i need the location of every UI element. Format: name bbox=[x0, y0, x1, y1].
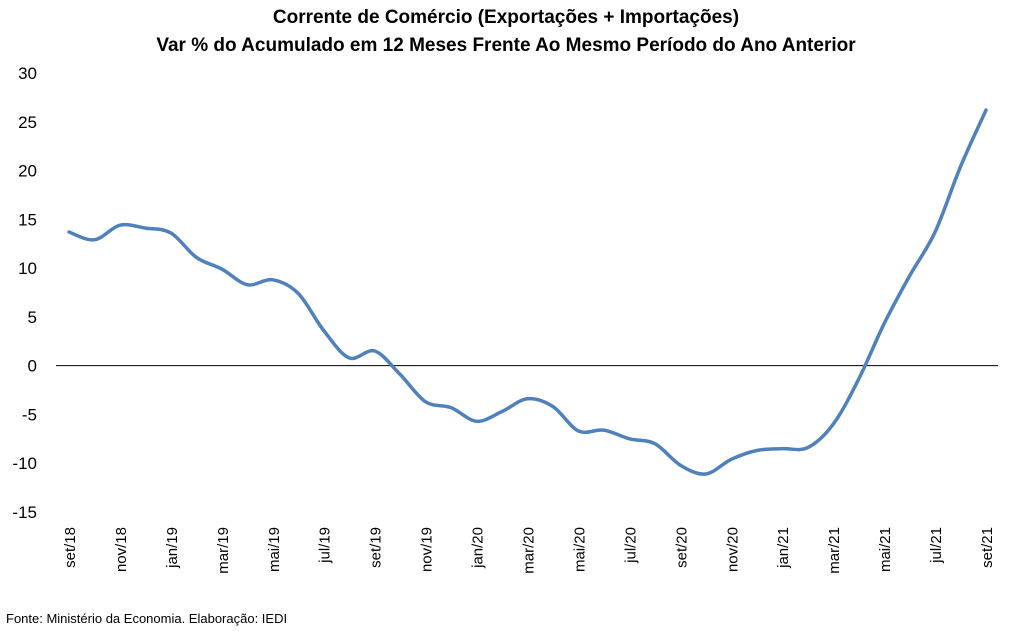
x-tick-label: mar/21 bbox=[826, 527, 843, 574]
x-tick-label: mar/19 bbox=[215, 527, 232, 574]
y-tick-label: 15 bbox=[18, 210, 37, 229]
x-tick-label: jan/19 bbox=[164, 527, 181, 569]
y-tick-label: 10 bbox=[18, 259, 37, 278]
y-tick-label: -5 bbox=[22, 405, 37, 424]
x-tick-label: nov/19 bbox=[419, 527, 436, 572]
y-tick-label: -15 bbox=[12, 503, 37, 522]
x-tick-label: set/18 bbox=[62, 527, 79, 568]
x-tick-label: mar/20 bbox=[521, 527, 538, 574]
x-tick-label: mai/20 bbox=[571, 527, 588, 572]
x-tick-label: jul/19 bbox=[317, 527, 334, 564]
x-tick-label: nov/18 bbox=[113, 527, 130, 572]
x-tick-label: mai/19 bbox=[266, 527, 283, 572]
y-tick-label: 0 bbox=[28, 357, 37, 376]
series-line bbox=[67, 108, 988, 476]
x-tick-label: jan/20 bbox=[470, 527, 487, 569]
y-tick-label: 20 bbox=[18, 162, 37, 181]
x-tick-label: jul/21 bbox=[928, 527, 945, 564]
y-tick-label: 5 bbox=[28, 308, 37, 327]
x-tick-label: set/20 bbox=[673, 527, 690, 568]
x-tick-label: mai/21 bbox=[877, 527, 894, 572]
x-tick-label: jan/21 bbox=[775, 527, 792, 569]
x-tick-label: set/21 bbox=[979, 527, 996, 568]
x-tick-label: nov/20 bbox=[724, 527, 741, 572]
y-tick-label: 25 bbox=[18, 113, 37, 132]
y-tick-label: 30 bbox=[18, 64, 37, 83]
source-note: Fonte: Ministério da Economia. Elaboraçã… bbox=[6, 611, 288, 626]
line-chart: 30 25 20 15 10 5 0 -5 -10 -15 set/18 nov/18 jan/19 ma… bbox=[12, 64, 998, 574]
x-tick-label: jul/20 bbox=[622, 527, 639, 564]
chart-subtitle: Var % do Acumulado em 12 Meses Frente Ao… bbox=[156, 35, 856, 56]
y-tick-label: -10 bbox=[12, 454, 37, 473]
chart-title: Corrente de Comércio (Exportações + Impo… bbox=[272, 7, 740, 28]
x-tick-label: set/19 bbox=[368, 527, 385, 568]
